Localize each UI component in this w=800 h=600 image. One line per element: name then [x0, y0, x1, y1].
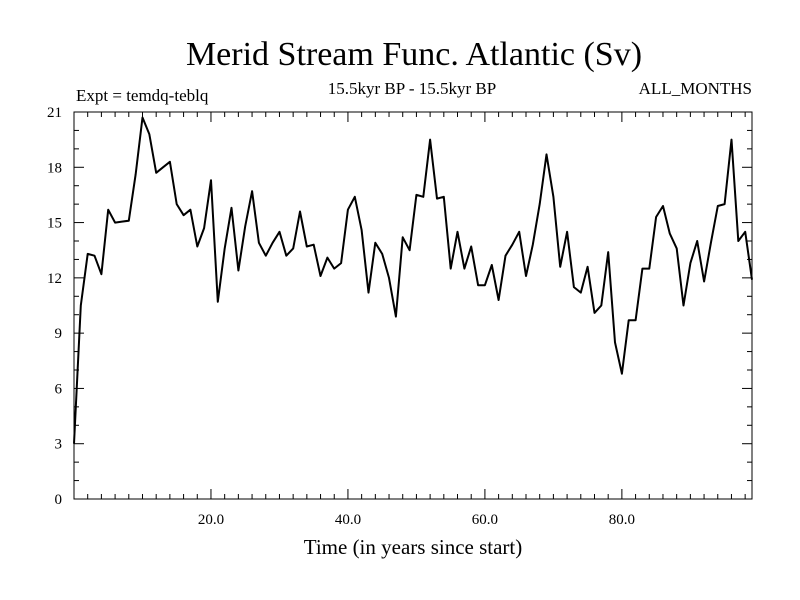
x-axis-label: Time (in years since start): [304, 535, 523, 559]
axis-tick-labels: 20.0 40.0 60.0 80.0 0 3 6 9 12 15 18 21: [47, 105, 635, 528]
y-tick-label: 3: [55, 437, 63, 453]
months-label: ALL_MONTHS: [639, 79, 752, 98]
y-tick-label: 9: [55, 326, 63, 342]
period-label: 15.5kyr BP - 15.5kyr BP: [328, 79, 496, 98]
y-tick-label: 18: [47, 160, 62, 176]
x-tick-label: 80.0: [609, 512, 635, 528]
y-tick-label: 15: [47, 216, 62, 232]
x-tick-label: 20.0: [198, 512, 224, 528]
y-tick-label: 0: [55, 492, 63, 508]
y-tick-label: 12: [47, 271, 62, 287]
y-tick-label: 21: [47, 105, 62, 121]
y-tick-label: 6: [55, 381, 63, 397]
data-series: [73, 116, 753, 444]
plot-frame: [73, 111, 753, 500]
experiment-label: Expt = temdq-teblq: [76, 86, 209, 105]
x-tick-label: 40.0: [335, 512, 361, 528]
axis-ticks: [74, 112, 752, 499]
x-tick-label: 60.0: [472, 512, 498, 528]
chart-title: Merid Stream Func. Atlantic (Sv): [186, 36, 642, 73]
series-line: [73, 116, 753, 444]
